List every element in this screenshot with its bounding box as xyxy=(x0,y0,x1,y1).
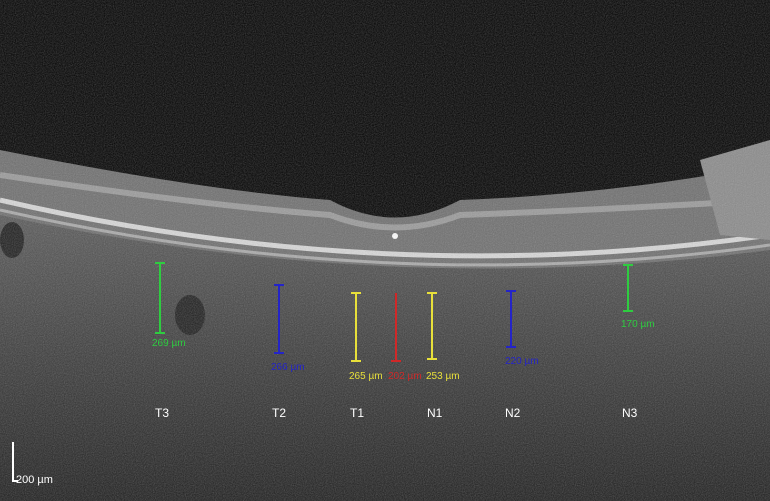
measurement-calipers xyxy=(155,262,633,362)
measurement-label-n1: 253 µm xyxy=(426,371,460,382)
zone-label-t2: T2 xyxy=(272,406,287,420)
scale-bar-horizontal xyxy=(12,480,18,482)
measurement-label-t2: 266 µm xyxy=(271,362,305,373)
scale-bar-label: 200 µm xyxy=(16,474,53,486)
zone-label-n2: N2 xyxy=(505,406,521,420)
measurement-label-t1: 265 µm xyxy=(349,371,383,382)
measurement-label-t3: 269 µm xyxy=(152,338,186,349)
measurement-label-n3: 170 µm xyxy=(621,319,655,330)
zone-label-t1: T1 xyxy=(350,406,365,420)
measurement-label-center: 202 µm xyxy=(388,371,422,382)
measurement-label-n2: 220 µm xyxy=(505,356,539,367)
zone-label-n3: N3 xyxy=(622,406,638,420)
scale-bar-vertical xyxy=(12,442,14,482)
zone-label-n1: N1 xyxy=(427,406,443,420)
zone-label-t3: T3 xyxy=(155,406,170,420)
